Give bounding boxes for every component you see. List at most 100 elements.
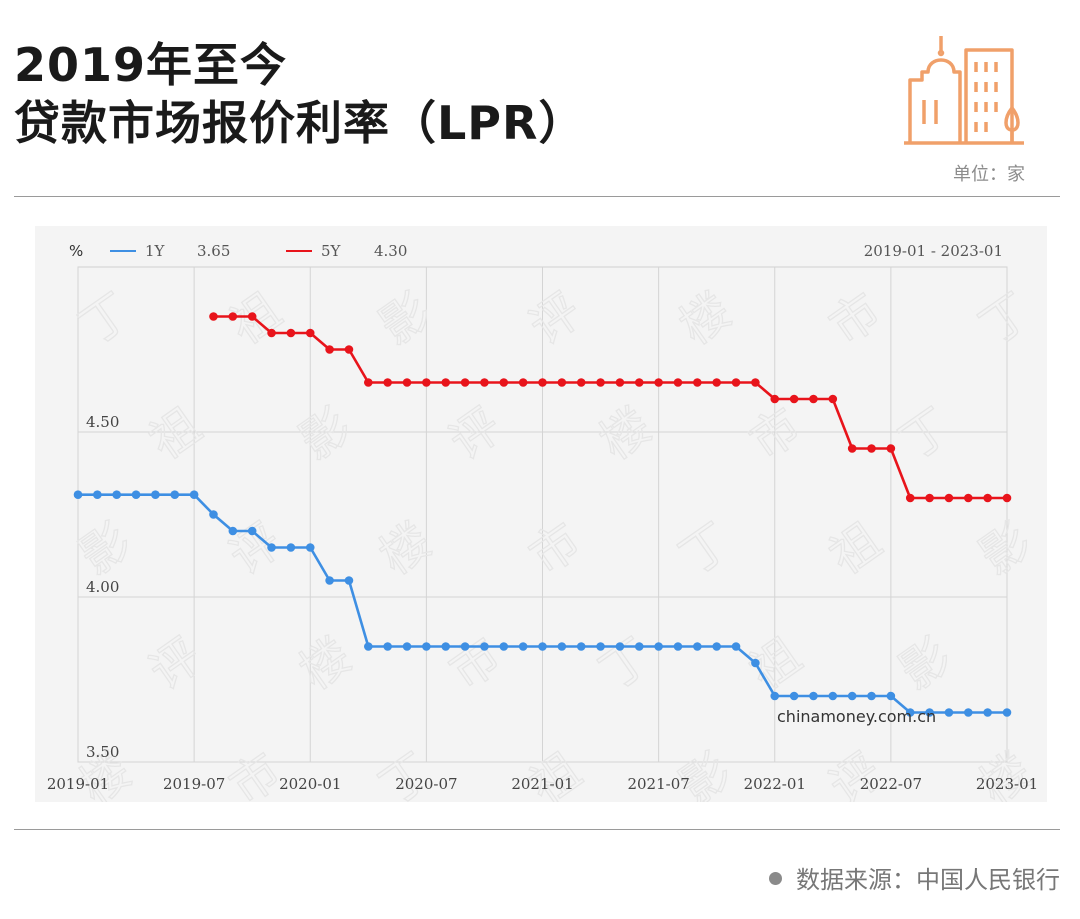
data-point-5y bbox=[615, 378, 625, 387]
data-point-5y bbox=[209, 312, 218, 321]
legend-value-5y: 4.30 bbox=[374, 242, 407, 260]
legend-label-5y: 5Y bbox=[321, 242, 342, 260]
data-point-1y bbox=[809, 691, 818, 701]
bullet-icon bbox=[769, 872, 782, 885]
data-point-5y bbox=[886, 444, 896, 453]
x-tick-label: 2020-01 bbox=[279, 775, 341, 793]
data-point-1y bbox=[963, 708, 973, 717]
data-point-1y bbox=[905, 708, 915, 717]
data-point-1y bbox=[73, 490, 83, 500]
data-point-5y bbox=[905, 493, 915, 503]
x-tick-label: 2021-07 bbox=[627, 775, 689, 793]
watermark-source: chinamoney.com.cn bbox=[777, 707, 936, 726]
data-point-5y bbox=[518, 378, 528, 387]
data-point-1y bbox=[925, 708, 934, 717]
title-line-1: 2019年至今 bbox=[14, 38, 288, 92]
data-point-5y bbox=[867, 444, 876, 453]
data-point-1y bbox=[151, 490, 160, 500]
data-point-1y bbox=[402, 642, 412, 651]
data-point-5y bbox=[770, 394, 780, 404]
unit-label: 单位：家 bbox=[953, 164, 1025, 185]
data-point-1y bbox=[596, 642, 605, 651]
data-point-1y bbox=[557, 642, 567, 651]
data-point-5y bbox=[460, 378, 470, 387]
data-point-1y bbox=[325, 576, 334, 585]
x-tick-label: 2022-07 bbox=[860, 775, 922, 793]
data-point-5y bbox=[751, 378, 760, 387]
data-point-1y bbox=[673, 642, 683, 651]
chart-background bbox=[35, 226, 1047, 802]
data-point-1y bbox=[789, 691, 799, 701]
data-point-5y bbox=[364, 378, 373, 387]
series-group bbox=[73, 312, 1012, 717]
date-range: 2019-01 - 2023-01 bbox=[864, 242, 1003, 260]
data-point-1y bbox=[499, 642, 509, 651]
legend: 1Y 3.65 5Y 4.30 bbox=[110, 242, 407, 260]
data-point-1y bbox=[112, 490, 122, 500]
data-point-1y bbox=[615, 642, 625, 651]
data-point-5y bbox=[712, 378, 721, 387]
x-tick-labels: 2019-01 2019-07 2020-01 2020-07 2021-01 2021-… bbox=[47, 775, 1038, 793]
data-point-5y bbox=[499, 378, 509, 387]
data-point-5y bbox=[731, 378, 741, 387]
y-tick-labels: 4.50 4.00 3.50 bbox=[86, 413, 119, 761]
data-point-5y bbox=[557, 378, 567, 387]
lpr-line-chart: 丁祖影评楼市丁祖影评楼市丁祖影评楼市丁祖影评楼市丁祖影评楼市丁祖影评楼 4.50… bbox=[35, 226, 1047, 802]
data-point-5y bbox=[847, 444, 857, 453]
data-point-5y bbox=[634, 378, 644, 387]
data-point-5y bbox=[344, 345, 354, 354]
data-source-text: 数据来源：中国人民银行 bbox=[796, 866, 1060, 894]
data-point-1y bbox=[693, 642, 702, 651]
data-point-5y bbox=[693, 378, 702, 387]
title-line-2: 贷款市场报价利率（LPR） bbox=[14, 96, 586, 150]
data-point-1y bbox=[286, 543, 296, 552]
city-buildings-icon bbox=[904, 36, 1024, 145]
data-point-1y bbox=[654, 642, 663, 651]
data-point-5y bbox=[422, 378, 431, 387]
data-point-1y bbox=[983, 708, 992, 717]
data-point-5y bbox=[673, 378, 683, 387]
data-point-1y bbox=[305, 543, 315, 552]
data-point-5y bbox=[538, 378, 547, 387]
data-point-1y bbox=[460, 642, 470, 651]
data-point-1y bbox=[480, 642, 489, 651]
legend-value-1y: 3.65 bbox=[197, 242, 230, 260]
data-point-5y bbox=[576, 378, 586, 387]
y-tick-label: 4.00 bbox=[86, 578, 119, 596]
data-point-5y bbox=[789, 394, 799, 404]
data-point-5y bbox=[809, 394, 818, 404]
data-point-1y bbox=[944, 708, 954, 717]
data-point-1y bbox=[886, 691, 896, 701]
data-point-1y bbox=[770, 691, 780, 701]
data-point-1y bbox=[1002, 708, 1012, 717]
data-point-1y bbox=[441, 642, 451, 651]
data-point-1y bbox=[383, 642, 392, 651]
x-tick-label: 2021-01 bbox=[511, 775, 573, 793]
data-point-1y bbox=[247, 526, 257, 536]
bottom-divider bbox=[14, 829, 1060, 830]
data-point-5y bbox=[402, 378, 412, 387]
data-point-5y bbox=[963, 493, 973, 503]
data-point-1y bbox=[751, 658, 760, 668]
data-point-1y bbox=[170, 490, 180, 500]
data-point-1y bbox=[189, 490, 199, 500]
data-point-1y bbox=[847, 691, 857, 701]
data-point-1y bbox=[228, 526, 238, 536]
data-point-1y bbox=[131, 490, 141, 500]
data-point-5y bbox=[596, 378, 605, 387]
data-point-5y bbox=[286, 328, 296, 338]
data-point-1y bbox=[867, 691, 876, 701]
data-point-1y bbox=[518, 642, 528, 651]
data-point-5y bbox=[247, 312, 257, 321]
data-point-5y bbox=[325, 345, 334, 354]
horizontal-gridlines bbox=[78, 431, 1007, 763]
data-point-1y bbox=[344, 576, 354, 585]
y-tick-label: 3.50 bbox=[86, 743, 119, 761]
data-point-5y bbox=[383, 378, 392, 387]
x-tick-label: 2019-01 bbox=[47, 775, 109, 793]
data-point-1y bbox=[422, 642, 431, 651]
data-point-5y bbox=[441, 378, 451, 387]
data-point-5y bbox=[1002, 493, 1012, 503]
x-tick-label: 2019-07 bbox=[163, 775, 225, 793]
data-point-1y bbox=[828, 691, 838, 701]
